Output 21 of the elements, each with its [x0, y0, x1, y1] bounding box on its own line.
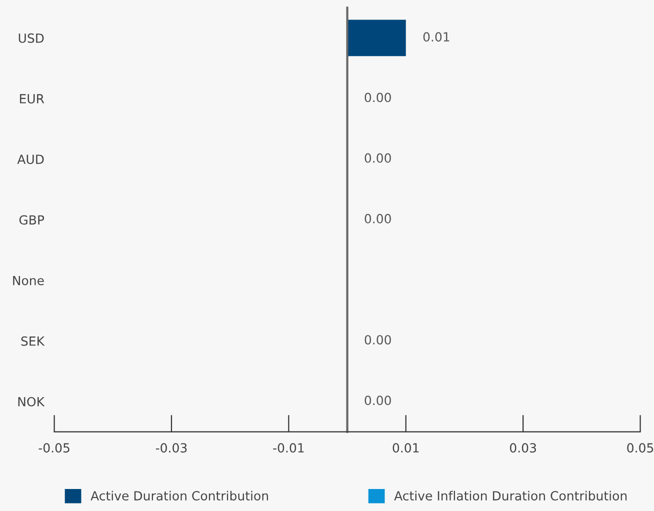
x-tick-label: 0.05 [627, 443, 654, 453]
y-tick-label: NOK [18, 396, 45, 406]
y-tick-label: SEK [21, 336, 45, 346]
data-label: 0.00 [364, 335, 391, 345]
x-tick-label: -0.01 [273, 443, 304, 453]
x-tick-label: -0.05 [38, 443, 70, 453]
data-label: 0.00 [364, 396, 391, 406]
data-label: 0.00 [364, 214, 391, 224]
data-label: 0.01 [423, 32, 450, 42]
x-tick-label: 0.03 [510, 443, 536, 453]
y-tick-label: GBP [19, 215, 44, 225]
legend-label: Active Inflation Duration Contribution [394, 490, 627, 500]
data-label: 0.00 [364, 153, 391, 163]
legend-label: Active Duration Contribution [90, 490, 268, 500]
data-label: 0.00 [364, 92, 391, 102]
x-tick-label: 0.01 [392, 443, 419, 453]
x-tick-label: -0.03 [156, 443, 187, 453]
y-tick-label: None [13, 276, 44, 286]
y-tick-label: EUR [20, 94, 44, 104]
y-tick-label: USD [18, 33, 44, 43]
y-tick-label: AUD [17, 154, 44, 164]
